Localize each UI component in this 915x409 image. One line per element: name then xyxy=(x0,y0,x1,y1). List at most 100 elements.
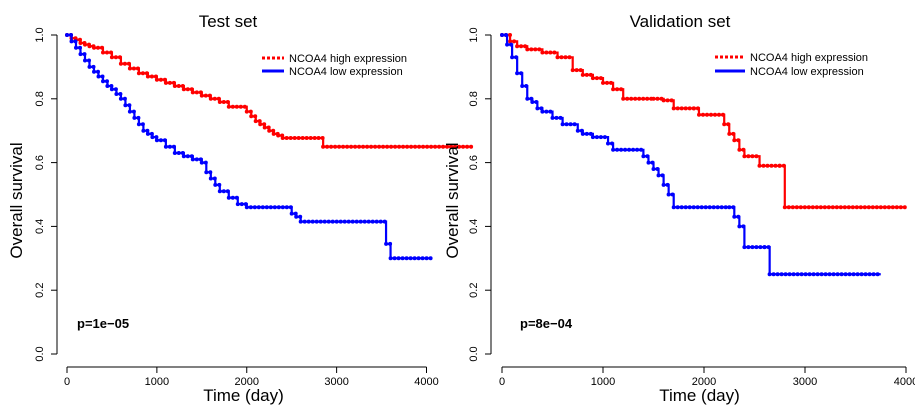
censor-point xyxy=(122,96,127,101)
censor-point xyxy=(525,47,530,52)
censor-point xyxy=(190,90,195,95)
censor-point xyxy=(429,144,434,149)
censor-point xyxy=(675,205,680,210)
censor-point xyxy=(558,115,563,120)
censor-point xyxy=(131,109,136,114)
censor-point xyxy=(750,245,755,250)
censor-point xyxy=(288,205,293,210)
censor-point xyxy=(902,205,907,210)
censor-point xyxy=(141,128,146,133)
censor-point xyxy=(280,205,285,210)
censor-point xyxy=(271,128,276,133)
censor-point xyxy=(230,104,235,109)
censor-point xyxy=(149,131,154,136)
censor-point xyxy=(579,128,584,133)
censor-point xyxy=(811,272,816,277)
censor-point xyxy=(655,167,660,171)
y-tick-label: 0.0 xyxy=(34,346,46,361)
censor-point xyxy=(559,55,564,60)
censor-point xyxy=(69,33,73,37)
censor-point xyxy=(578,68,583,73)
censor-point xyxy=(781,163,786,168)
censor-point xyxy=(306,219,311,224)
censor-point xyxy=(158,138,163,143)
censor-point xyxy=(563,55,568,60)
censor-point xyxy=(851,272,856,277)
censor-point xyxy=(594,76,599,81)
censor-point xyxy=(385,144,390,149)
censor-point xyxy=(831,272,836,277)
censor-point xyxy=(378,219,383,224)
censor-point xyxy=(276,133,281,138)
censor-point xyxy=(346,219,351,224)
censor-point xyxy=(564,122,569,127)
censor-point xyxy=(392,256,397,261)
censor-point xyxy=(555,55,560,60)
censor-point xyxy=(294,214,299,219)
censor-point xyxy=(842,205,847,210)
censor-point xyxy=(773,163,778,168)
censor-point xyxy=(298,214,303,219)
censor-point xyxy=(140,122,145,127)
censor-point xyxy=(679,205,684,210)
censor-point xyxy=(736,138,741,143)
censor-point xyxy=(87,44,92,49)
censor-point xyxy=(469,144,474,149)
censor-point xyxy=(198,90,203,95)
censor-point xyxy=(691,205,696,210)
censor-point xyxy=(602,135,607,140)
y-tick-label: 0.0 xyxy=(468,346,480,361)
censor-point xyxy=(790,205,795,210)
censor-point xyxy=(754,245,759,250)
censor-point xyxy=(82,52,87,57)
censor-point xyxy=(550,115,555,120)
censor-point xyxy=(204,170,209,175)
censor-point xyxy=(525,96,530,101)
censor-point xyxy=(533,47,538,52)
censor-point xyxy=(145,131,150,136)
censor-point xyxy=(123,103,128,108)
censor-point xyxy=(534,100,539,104)
censor-point xyxy=(886,205,891,210)
censor-point xyxy=(665,182,670,187)
censor-point xyxy=(408,256,413,261)
censor-point xyxy=(225,100,230,104)
censor-point xyxy=(810,205,815,210)
censor-point xyxy=(298,219,303,224)
censor-point xyxy=(208,96,213,101)
censor-point xyxy=(584,72,589,77)
censor-point xyxy=(393,144,398,149)
censor-point xyxy=(413,144,418,149)
censor-point xyxy=(78,41,83,45)
censor-point xyxy=(441,144,446,149)
censor-point xyxy=(244,109,249,114)
censor-point xyxy=(687,106,692,111)
x-axis-label: Time (day) xyxy=(203,386,284,405)
censor-point xyxy=(560,122,565,127)
censor-point xyxy=(83,42,87,47)
censor-point xyxy=(461,144,466,149)
chart-panel-1: 0 1000 2000 3000 4000 0.0 0.2 0.4 0.6 0.8 1.0 Test … xyxy=(7,12,474,405)
censor-point xyxy=(769,163,774,168)
censor-point xyxy=(96,74,101,79)
censor-point xyxy=(830,205,835,210)
censor-point xyxy=(819,272,824,277)
censor-point xyxy=(268,205,273,210)
censor-point xyxy=(661,98,666,103)
censor-point xyxy=(858,205,863,210)
censor-point xyxy=(149,74,154,79)
censor-point xyxy=(544,50,549,55)
censor-point xyxy=(580,131,585,136)
censor-point xyxy=(396,256,401,261)
censor-point xyxy=(867,272,872,277)
censor-point xyxy=(671,205,676,210)
censor-point xyxy=(705,112,709,117)
censor-point xyxy=(727,131,732,136)
censor-point xyxy=(354,219,359,224)
censor-point xyxy=(515,71,520,76)
censor-point xyxy=(171,80,176,85)
censor-point xyxy=(807,272,812,277)
censor-point xyxy=(213,182,218,187)
censor-point xyxy=(208,176,213,181)
